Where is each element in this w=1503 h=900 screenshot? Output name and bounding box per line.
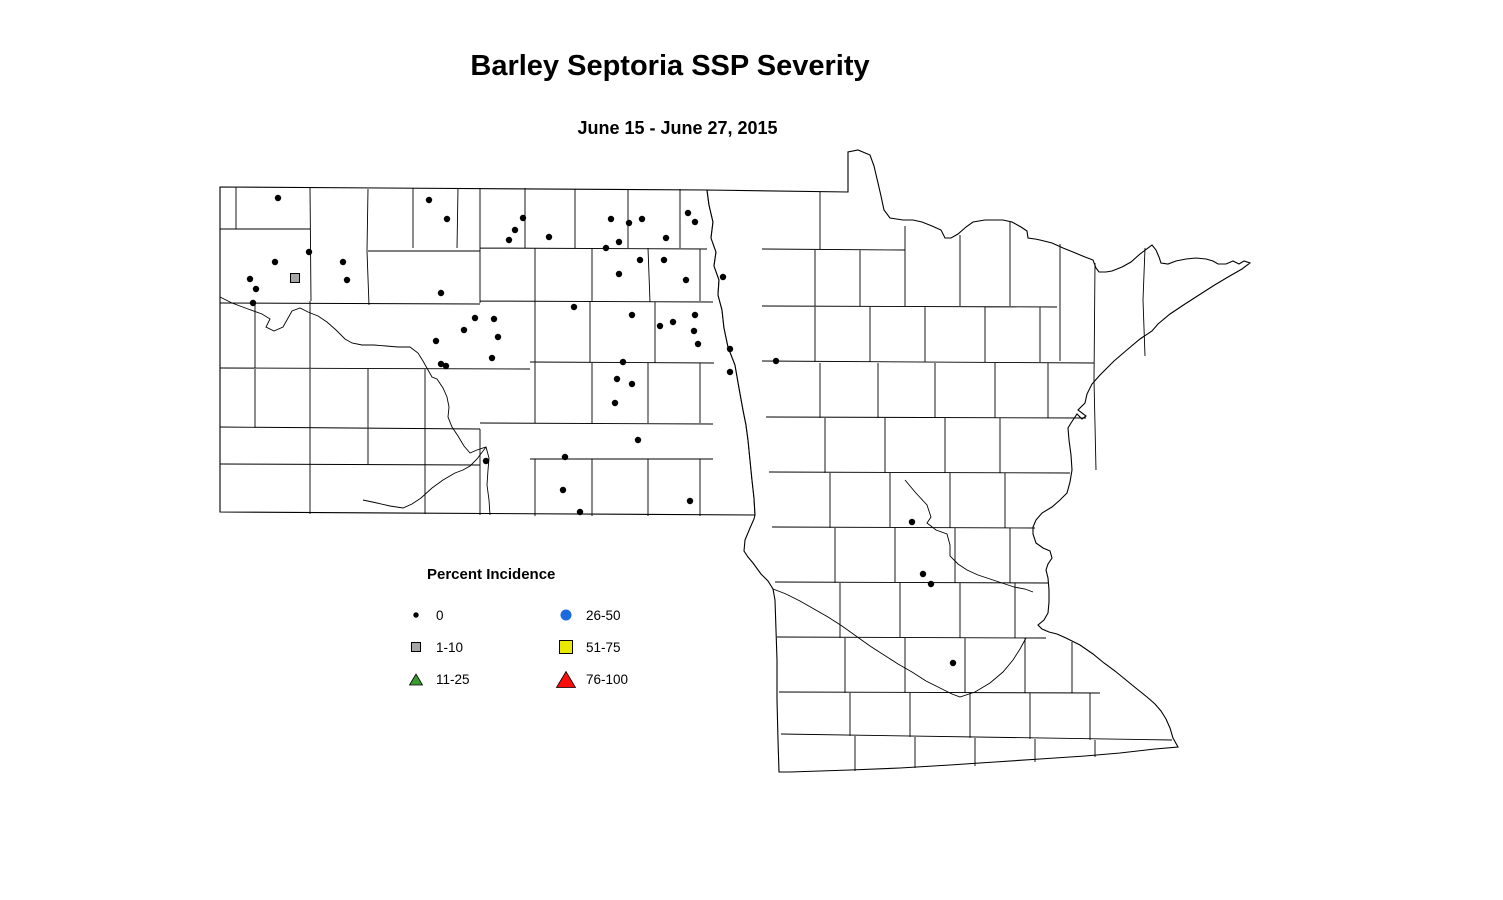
map-point-0: [437, 289, 445, 297]
map-point-0: [949, 659, 957, 667]
dot-marker-icon: [398, 604, 434, 626]
legend-title: Percent Incidence: [427, 566, 556, 583]
map-point-0: [611, 399, 619, 407]
map-point-0: [726, 368, 734, 376]
map-point-0: [519, 214, 527, 222]
map-point-0: [682, 276, 690, 284]
map-point-0: [482, 457, 490, 465]
legend-item-0: 0: [398, 599, 548, 631]
legend-item-label: 0: [436, 607, 444, 623]
map-point-0: [494, 333, 502, 341]
map-point-0: [625, 219, 633, 227]
map-point-0: [460, 326, 468, 334]
map-point-0: [425, 196, 433, 204]
map-point-0: [686, 497, 694, 505]
red-triangle-marker-icon: [548, 668, 584, 690]
map-point-0: [339, 258, 347, 266]
map-point-0: [305, 248, 313, 256]
page-title: Barley Septoria SSP Severity: [470, 50, 870, 82]
north-dakota-county-lines: [219, 186, 715, 516]
map-point-0: [442, 362, 450, 370]
legend-item-label: 76-100: [586, 671, 629, 687]
map-point-0: [772, 357, 780, 365]
map-point-0: [634, 436, 642, 444]
legend-item-1: 1-10: [398, 631, 548, 663]
map-point-0: [271, 258, 279, 266]
map-point-0: [607, 215, 615, 223]
map-point-0: [505, 236, 513, 244]
map-point-0: [669, 318, 677, 326]
map-point-0: [488, 354, 496, 362]
map-point-0: [660, 256, 668, 264]
minnesota-river-lines: [772, 479, 1034, 698]
minnesota-county-lines: [761, 192, 1173, 771]
map-point-0: [636, 256, 644, 264]
map-point-0: [927, 580, 935, 588]
map-point-0: [656, 322, 664, 330]
map-point-0: [252, 285, 260, 293]
legend: Percent Incidence 0 1-10 11-25: [398, 566, 688, 695]
map-point-0: [719, 273, 727, 281]
map-point-0: [443, 215, 451, 223]
map-point-0: [908, 518, 916, 526]
blue-circle-marker-icon: [548, 604, 584, 626]
yellow-square-marker-icon: [548, 636, 584, 658]
map-point-0: [726, 345, 734, 353]
gray-square-marker-icon: [398, 636, 434, 658]
legend-item-label: 51-75: [586, 639, 621, 655]
map-point-0: [246, 275, 254, 283]
map-point-0: [662, 234, 670, 242]
map-point-0: [638, 215, 646, 223]
map-point-0: [570, 303, 578, 311]
map-point-0: [602, 244, 610, 252]
map-point-0: [919, 570, 927, 578]
map-point-0: [432, 337, 440, 345]
map-point-0: [628, 311, 636, 319]
map-point-0: [694, 340, 702, 348]
legend-item-5: 76-100: [548, 663, 688, 695]
map-point-0: [274, 194, 282, 202]
map-point-1-10: [290, 273, 300, 283]
map-point-0: [628, 380, 636, 388]
map-point-0: [619, 358, 627, 366]
map-point-0: [511, 226, 519, 234]
legend-item-label: 1-10: [436, 639, 464, 655]
map-point-0: [437, 360, 445, 368]
points-layer: [246, 194, 957, 667]
page-subtitle: June 15 - June 27, 2015: [577, 118, 778, 138]
map-point-0: [691, 218, 699, 226]
minnesota-outline: [706, 149, 1252, 773]
map-point-0: [576, 508, 584, 516]
map-point-0: [690, 327, 698, 335]
map-point-0: [545, 233, 553, 241]
map-point-0: [559, 486, 567, 494]
north-dakota-outline: [219, 186, 756, 516]
map-point-0: [613, 375, 621, 383]
legend-item-label: 26-50: [586, 607, 621, 623]
map-point-0: [684, 209, 692, 217]
map-point-0: [561, 453, 569, 461]
legend-item-4: 51-75: [548, 631, 688, 663]
map-point-0: [249, 299, 257, 307]
legend-grid: 0 1-10 11-25 26-50: [398, 599, 688, 695]
missouri-river-line: [219, 296, 491, 516]
map-point-0: [343, 276, 351, 284]
map-point-0: [691, 311, 699, 319]
green-triangle-marker-icon: [398, 668, 434, 690]
map-point-0: [471, 314, 479, 322]
map-point-0: [490, 315, 498, 323]
legend-item-3: 26-50: [548, 599, 688, 631]
map-point-0: [615, 238, 623, 246]
map-point-0: [615, 270, 623, 278]
legend-item-label: 11-25: [436, 671, 470, 687]
legend-item-2: 11-25: [398, 663, 548, 695]
